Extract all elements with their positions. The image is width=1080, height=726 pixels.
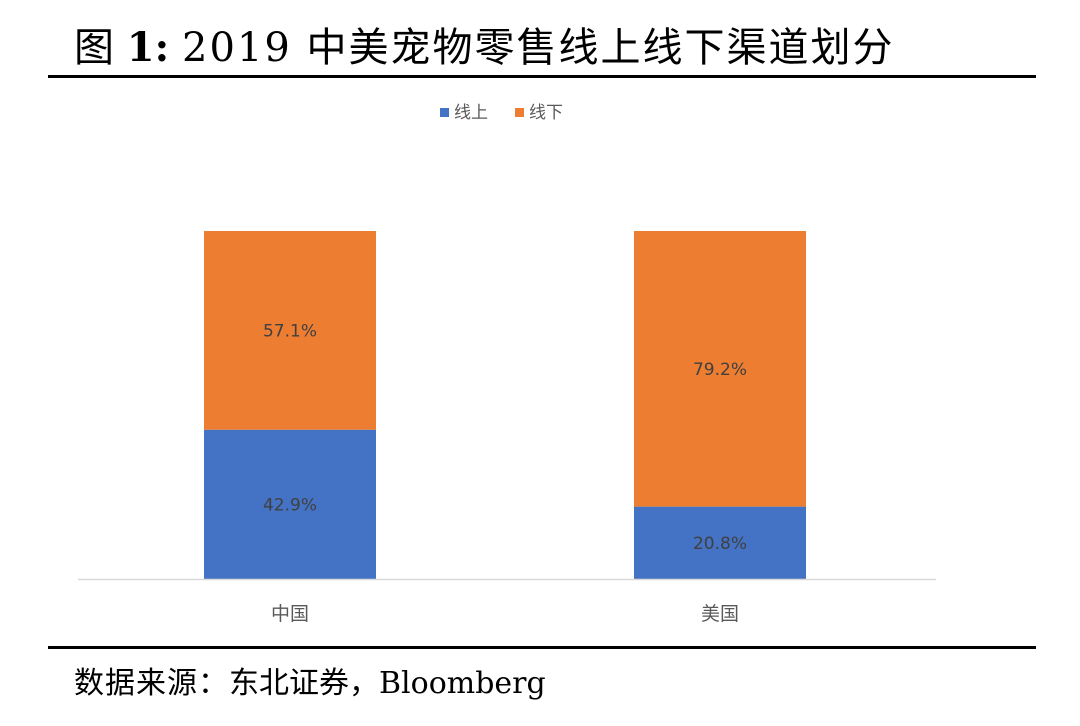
source-text: 东北证券，Bloomberg [229, 666, 546, 701]
source-rule [48, 646, 1036, 649]
data-label: 42.9% [263, 495, 317, 515]
legend-label: 线下 [529, 103, 563, 123]
title-rule [48, 75, 1036, 78]
chart-legend: 线上 线下 [440, 103, 563, 123]
x-axis-ticks: 中国 美国 [271, 603, 739, 625]
legend-swatch [515, 108, 524, 117]
figure-title: 图 1: 2019 中美宠物零售线上线下渠道划分 [74, 22, 895, 74]
data-label: 20.8% [693, 534, 747, 554]
x-tick-label: 美国 [701, 603, 739, 625]
figure-label: 图 [74, 25, 114, 71]
source-note: 数据来源：东北证券，Bloomberg [74, 662, 546, 706]
data-label: 79.2% [693, 360, 747, 380]
figure-title-text: 2019 中美宠物零售线上线下渠道划分 [182, 25, 895, 71]
bar-segment [634, 231, 806, 507]
bar-segment [634, 506, 806, 579]
legend-label: 线上 [454, 103, 488, 123]
figure-number: 1: [126, 24, 170, 71]
legend-swatch [440, 108, 449, 117]
x-tick-label: 中国 [271, 603, 309, 625]
source-label: 数据来源： [74, 666, 229, 701]
chart-bars: 42.9% 57.1% 20.8% 79.2% [204, 231, 806, 579]
bar-segment [204, 231, 376, 430]
data-label: 57.1% [263, 321, 317, 341]
bar-segment [204, 429, 376, 579]
